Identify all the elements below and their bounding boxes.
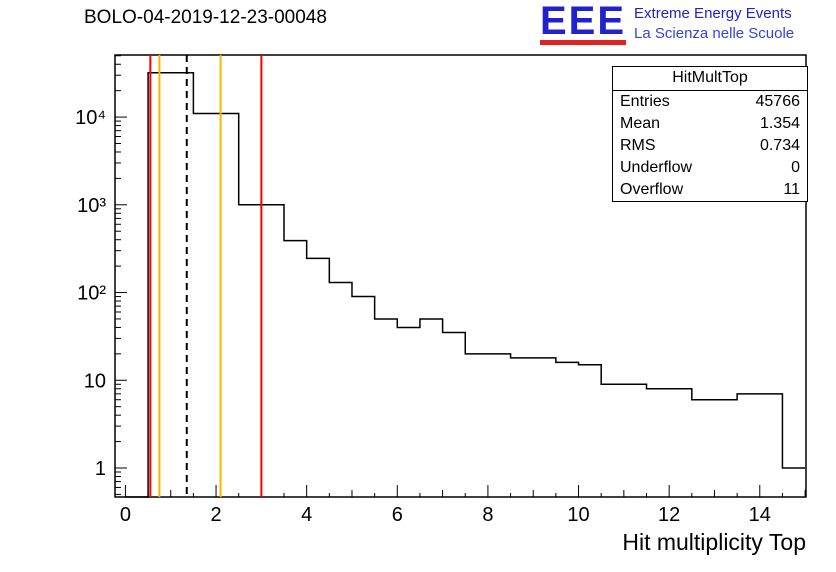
stats-box: HitMultTop Entries 45766 Mean 1.354 RMS …: [612, 66, 808, 202]
svg-text:8: 8: [482, 504, 493, 526]
stat-value: 0.734: [759, 137, 800, 154]
svg-text:0: 0: [120, 504, 131, 526]
svg-text:6: 6: [392, 504, 403, 526]
svg-text:10³: 10³: [77, 195, 106, 217]
svg-text:1: 1: [95, 458, 106, 480]
logo-line-1: Extreme Energy Events: [634, 5, 792, 22]
stat-row-mean: Mean 1.354: [613, 113, 807, 135]
stat-value: 1.354: [759, 115, 800, 132]
stat-row-entries: Entries 45766: [613, 91, 807, 113]
stat-row-underflow: Underflow 0: [613, 157, 807, 179]
stat-label: Mean: [620, 115, 661, 132]
stat-label: RMS: [620, 137, 656, 154]
stat-row-rms: RMS 0.734: [613, 135, 807, 157]
svg-text:10²: 10²: [77, 283, 106, 305]
stat-label: Underflow: [620, 159, 693, 176]
svg-text:12: 12: [658, 504, 680, 526]
stat-value: 45766: [755, 93, 801, 110]
stat-row-overflow: Overflow 11: [613, 179, 807, 201]
svg-text:10⁴: 10⁴: [75, 107, 106, 129]
svg-text:4: 4: [301, 504, 312, 526]
svg-text:2: 2: [210, 504, 221, 526]
x-axis-title: Hit multiplicity Top: [622, 529, 806, 555]
stat-label: Overflow: [620, 181, 684, 198]
logo-line-2: La Scienza nelle Scuole: [634, 25, 795, 43]
svg-text:10: 10: [567, 504, 589, 526]
eee-logo: EEE Extreme Energy Events La Scienza nel…: [540, 0, 794, 45]
stats-title: HitMultTop: [613, 67, 807, 91]
eee-logo-text: EEE: [540, 0, 627, 45]
stat-label: Entries: [620, 93, 670, 110]
plot-title: BOLO-04-2019-12-23-00048: [84, 7, 327, 28]
svg-text:10: 10: [84, 370, 106, 392]
stat-value: 0: [791, 159, 800, 176]
stat-value: 11: [783, 181, 800, 198]
svg-text:14: 14: [749, 504, 771, 526]
eee-logo-subtitle: Extreme Energy Events La Scienza nelle S…: [634, 3, 794, 45]
